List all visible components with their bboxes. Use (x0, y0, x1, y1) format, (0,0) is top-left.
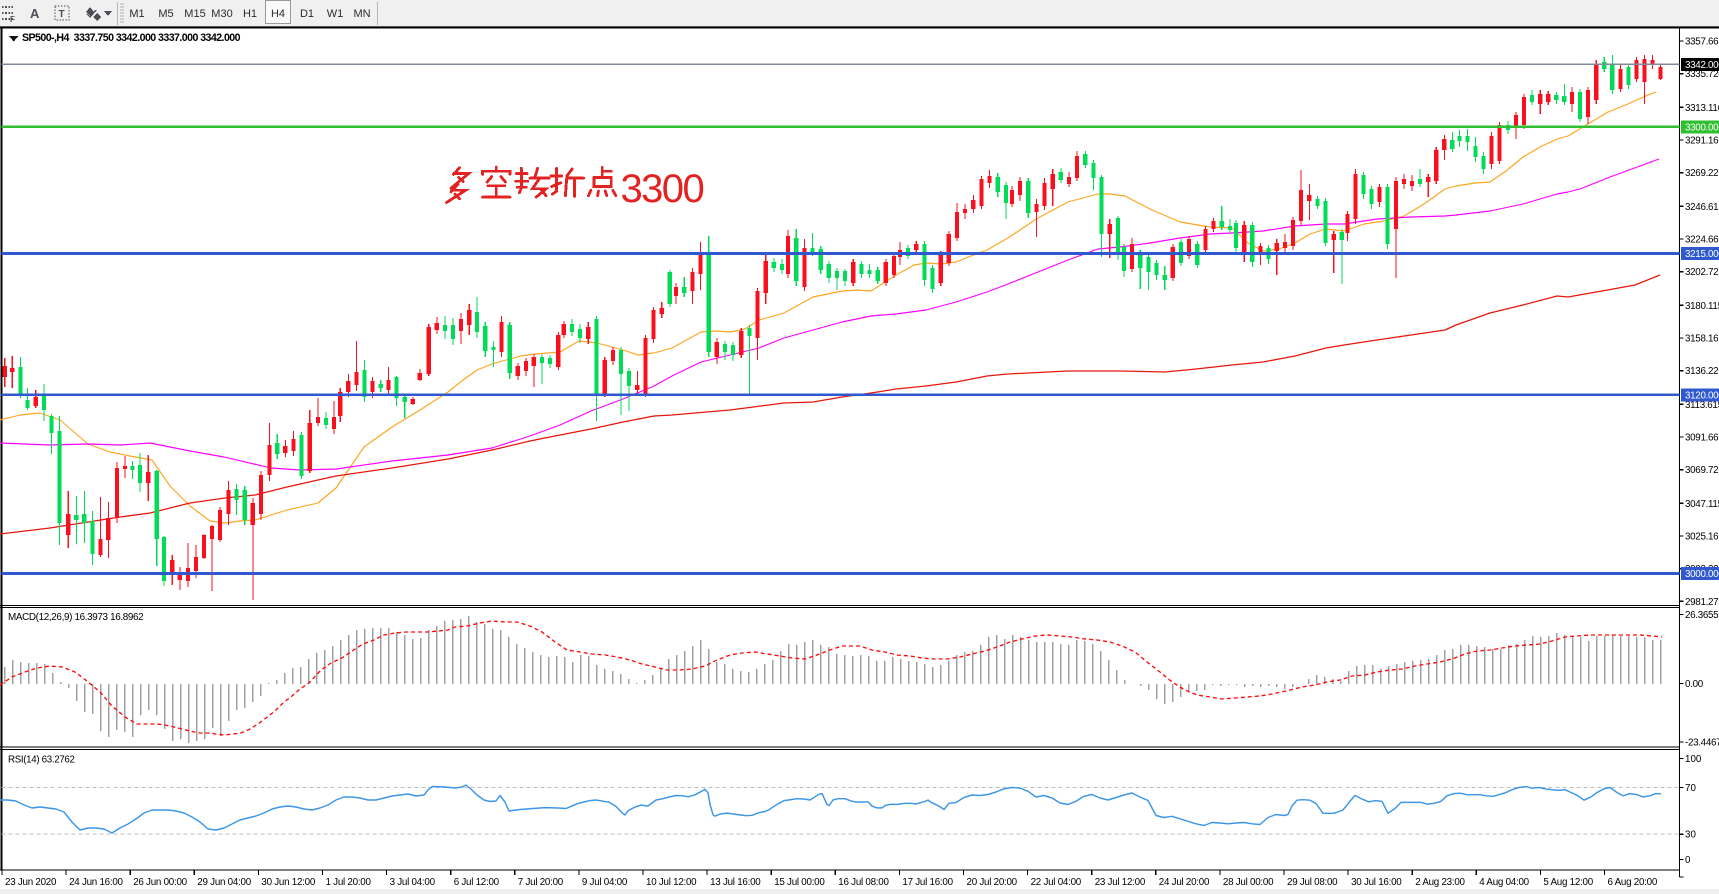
svg-text:SP500-,H4 3337.750 3342.000 3: SP500-,H4 3337.750 3342.000 3337.000 334… (22, 32, 241, 44)
svg-text:3342.000: 3342.000 (1685, 60, 1719, 71)
svg-text:3136.226: 3136.226 (1685, 366, 1719, 377)
svg-text:13 Jul 16:00: 13 Jul 16:00 (710, 877, 761, 888)
svg-text:10 Jul 12:00: 10 Jul 12:00 (646, 877, 697, 888)
svg-text:9 Jul 04:00: 9 Jul 04:00 (582, 877, 628, 888)
svg-text:3180.115: 3180.115 (1685, 301, 1719, 312)
svg-text:15 Jul 00:00: 15 Jul 00:00 (774, 877, 825, 888)
svg-text:23 Jul 12:00: 23 Jul 12:00 (1095, 877, 1146, 888)
svg-text:MN: MN (353, 8, 370, 20)
svg-text:F: F (10, 15, 15, 24)
svg-text:3335.720: 3335.720 (1685, 69, 1719, 80)
svg-text:MACD(12,26,9) 16.3973 16.8962: MACD(12,26,9) 16.3973 16.8962 (8, 612, 143, 623)
svg-text:3069.726: 3069.726 (1685, 465, 1719, 476)
svg-text:0: 0 (1685, 855, 1691, 866)
svg-text:1 Jul 20:00: 1 Jul 20:00 (326, 877, 372, 888)
svg-text:A: A (30, 6, 40, 21)
svg-text:5 Aug 12:00: 5 Aug 12:00 (1543, 877, 1593, 888)
svg-text:30: 30 (1685, 830, 1696, 841)
svg-text:100: 100 (1685, 754, 1702, 765)
svg-text:30 Jul 16:00: 30 Jul 16:00 (1351, 877, 1402, 888)
svg-text:16 Jul 08:00: 16 Jul 08:00 (838, 877, 889, 888)
svg-text:70: 70 (1685, 783, 1696, 794)
svg-text:4 Aug 04:00: 4 Aug 04:00 (1479, 877, 1529, 888)
svg-text:H1: H1 (243, 8, 257, 20)
svg-text:3300: 3300 (621, 167, 704, 211)
svg-text:3158.161: 3158.161 (1685, 334, 1719, 345)
svg-text:24 Jul 20:00: 24 Jul 20:00 (1159, 877, 1210, 888)
svg-text:RSI(14) 63.2762: RSI(14) 63.2762 (8, 755, 75, 766)
svg-text:M1: M1 (129, 8, 144, 20)
svg-text:26 Jun 00:00: 26 Jun 00:00 (133, 877, 187, 888)
svg-text:3313.116: 3313.116 (1685, 103, 1719, 114)
svg-text:3246.615: 3246.615 (1685, 202, 1719, 213)
svg-text:3269.226: 3269.226 (1685, 168, 1719, 179)
svg-text:T: T (59, 9, 65, 20)
svg-text:M5: M5 (158, 8, 173, 20)
svg-text:3357.665: 3357.665 (1685, 37, 1719, 48)
svg-text:3215.000: 3215.000 (1685, 249, 1719, 260)
svg-text:23 Jun 2020: 23 Jun 2020 (5, 877, 57, 888)
svg-text:M30: M30 (211, 8, 232, 20)
svg-text:W1: W1 (327, 8, 344, 20)
svg-text:3120.000: 3120.000 (1685, 390, 1719, 401)
svg-text:3025.161: 3025.161 (1685, 532, 1719, 543)
svg-text:0.00: 0.00 (1685, 679, 1704, 690)
svg-text:D1: D1 (300, 8, 314, 20)
svg-text:3047.115: 3047.115 (1685, 499, 1719, 510)
svg-text:M15: M15 (184, 8, 205, 20)
svg-text:3 Jul 04:00: 3 Jul 04:00 (390, 877, 436, 888)
svg-text:24 Jun 16:00: 24 Jun 16:00 (69, 877, 123, 888)
svg-text:3300.000: 3300.000 (1685, 122, 1719, 133)
svg-text:20 Jul 20:00: 20 Jul 20:00 (967, 877, 1018, 888)
svg-text:2981.275: 2981.275 (1685, 597, 1719, 608)
svg-text:17 Jul 16:00: 17 Jul 16:00 (902, 877, 953, 888)
svg-text:3113.615: 3113.615 (1685, 400, 1719, 411)
svg-text:6 Aug 20:00: 6 Aug 20:00 (1608, 877, 1658, 888)
svg-text:-23.4467: -23.4467 (1685, 738, 1719, 749)
svg-text:29 Jul 08:00: 29 Jul 08:00 (1287, 877, 1338, 888)
svg-text:3091.661: 3091.661 (1685, 433, 1719, 444)
svg-text:2 Aug 23:00: 2 Aug 23:00 (1415, 877, 1465, 888)
svg-text:7 Jul 20:00: 7 Jul 20:00 (518, 877, 564, 888)
svg-text:3202.726: 3202.726 (1685, 267, 1719, 278)
svg-text:3291.161: 3291.161 (1685, 136, 1719, 147)
svg-text:H4: H4 (271, 8, 285, 20)
svg-text:28 Jul 00:00: 28 Jul 00:00 (1223, 877, 1274, 888)
svg-text:3224.661: 3224.661 (1685, 235, 1719, 246)
svg-text:29 Jun 04:00: 29 Jun 04:00 (197, 877, 251, 888)
svg-text:22 Jul 04:00: 22 Jul 04:00 (1031, 877, 1082, 888)
svg-text:26.3655: 26.3655 (1685, 610, 1719, 621)
svg-text:6 Jul 12:00: 6 Jul 12:00 (454, 877, 500, 888)
svg-text:3000.000: 3000.000 (1685, 569, 1719, 580)
svg-text:30 Jun 12:00: 30 Jun 12:00 (261, 877, 315, 888)
